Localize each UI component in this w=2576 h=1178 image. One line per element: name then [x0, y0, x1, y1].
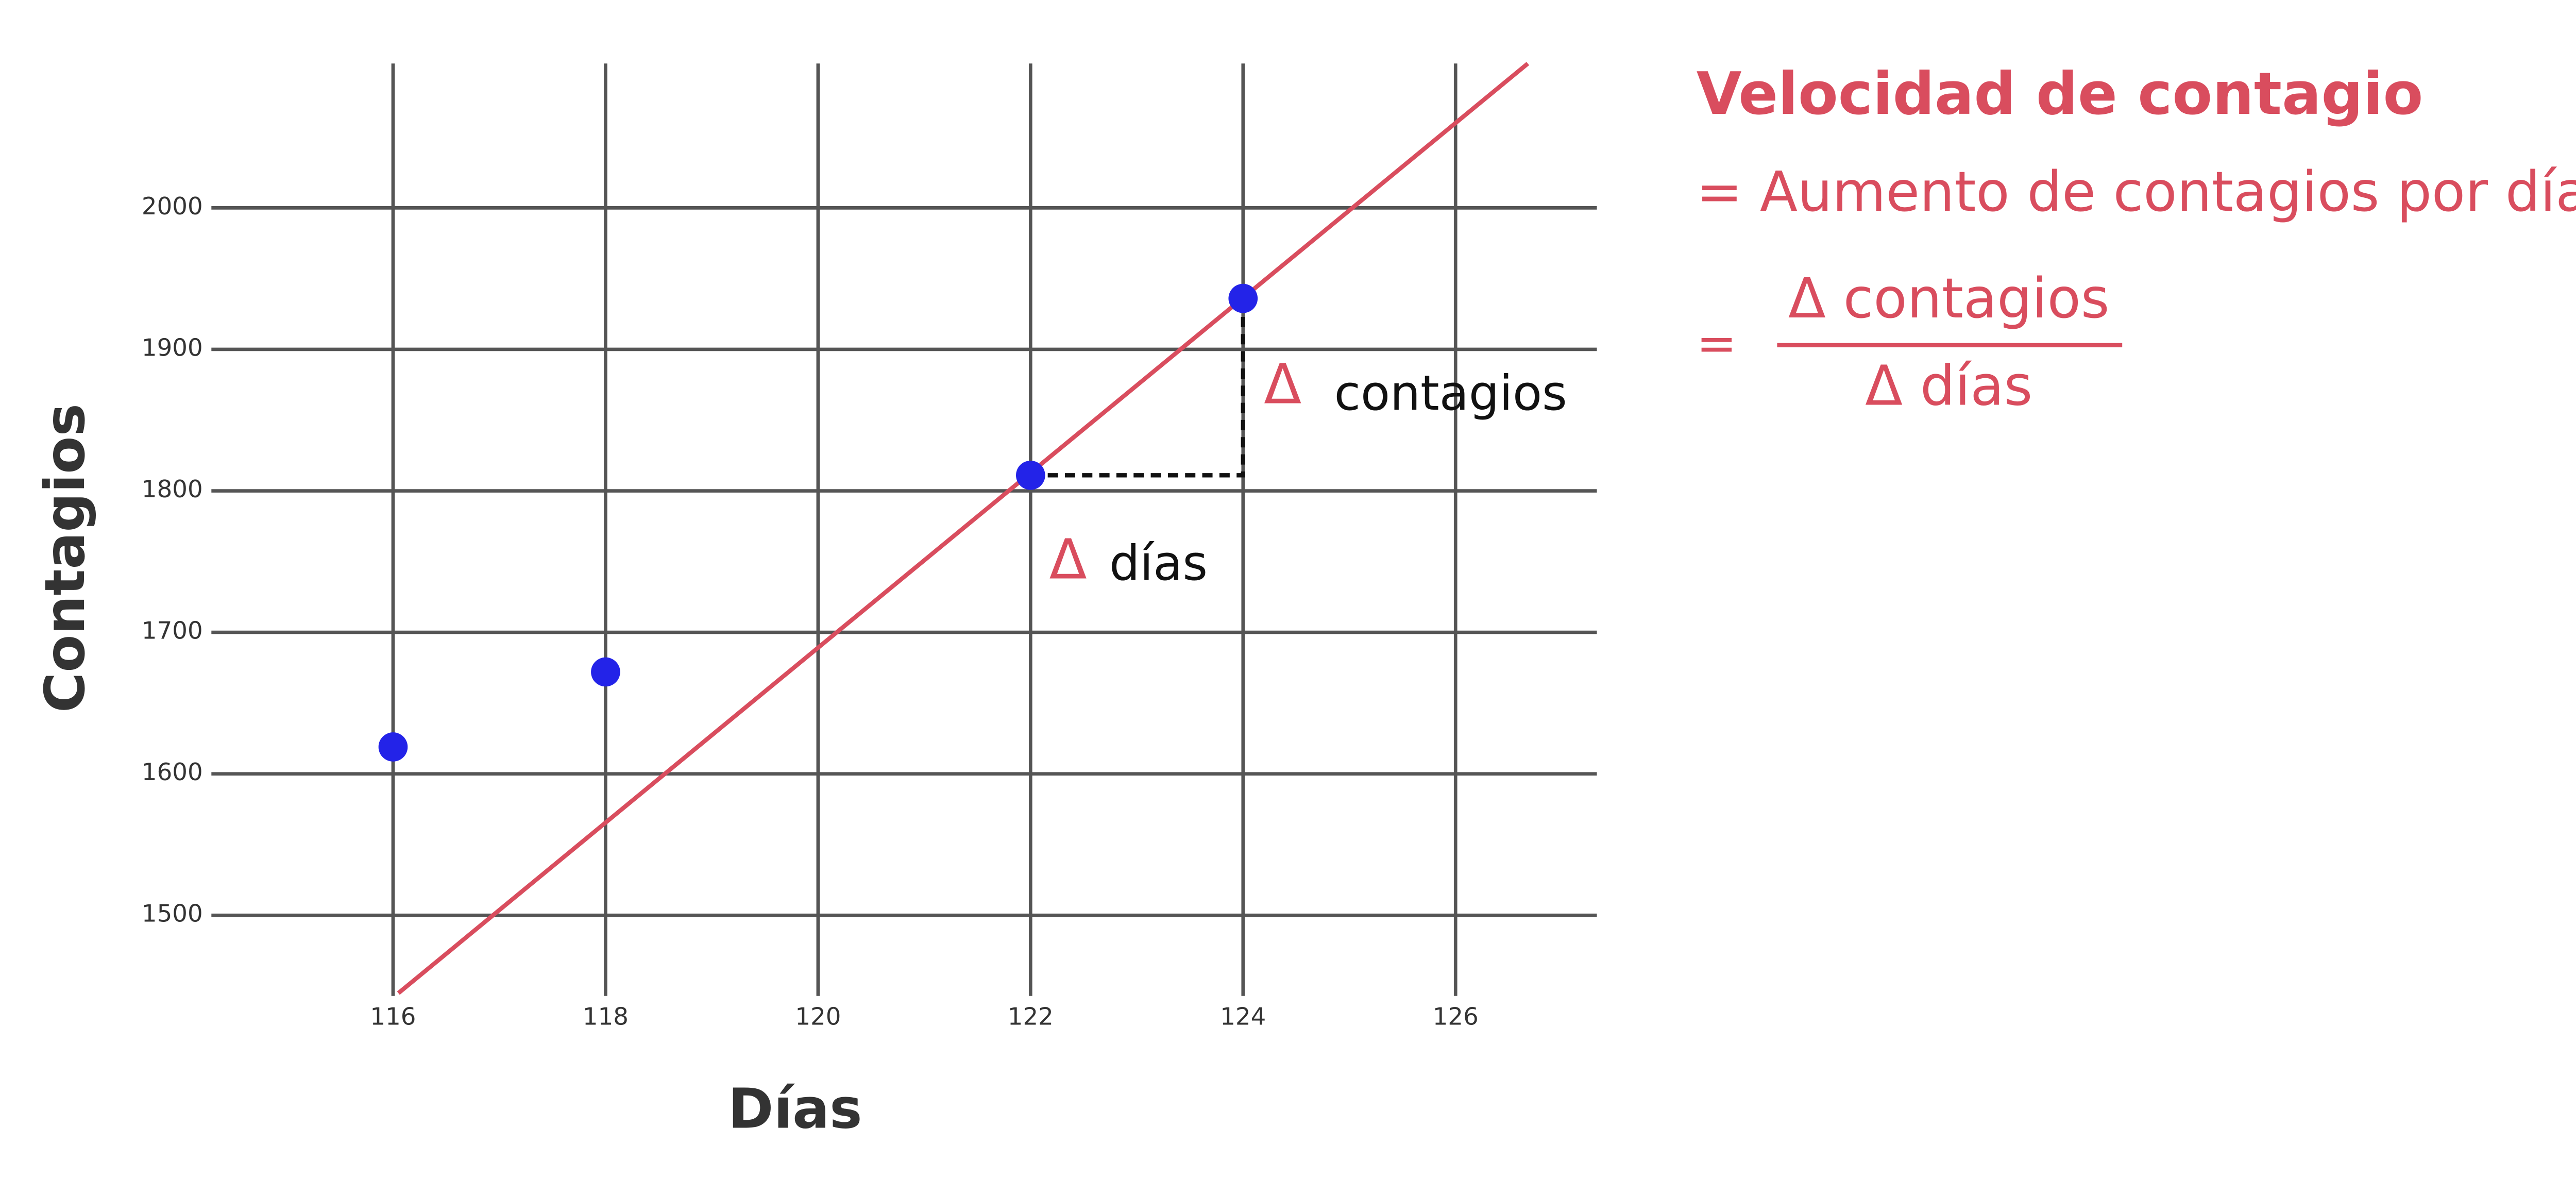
annotation: días: [1109, 535, 1208, 592]
trend-line: [397, 62, 1530, 995]
x-tick-label: 120: [795, 1003, 841, 1031]
y-tick-label: 1900: [142, 334, 203, 362]
x-tick-label: 116: [370, 1003, 416, 1031]
data-point: [591, 657, 620, 687]
x-tick-label: 124: [1220, 1003, 1266, 1031]
data-point: [1228, 283, 1258, 313]
y-tick-label: 2000: [142, 193, 203, 221]
formula-definition: = Aumento de contagios por día: [1697, 160, 2576, 224]
formula-denominator: Δ días: [1865, 355, 2032, 418]
x-tick-label: 118: [583, 1003, 629, 1031]
data-point: [1015, 460, 1045, 490]
annotation: contagios: [1334, 365, 1567, 422]
data-point: [378, 732, 408, 762]
delta-guide: [1030, 298, 1245, 478]
formula-numerator: Δ contagios: [1788, 267, 2110, 331]
y-axis-label: Contagios: [33, 403, 97, 713]
x-tick-label: 122: [1008, 1003, 1054, 1031]
y-tick-label: 1700: [142, 617, 203, 645]
delta-symbol: Δ: [1264, 352, 1301, 416]
x-axis-label: Días: [728, 1078, 862, 1141]
x-tick-label: 126: [1433, 1003, 1479, 1031]
y-tick-label: 1800: [142, 476, 203, 503]
y-tick-label: 1600: [142, 759, 203, 786]
formula-title: Velocidad de contagio: [1697, 60, 2424, 128]
formula-equals: =: [1697, 316, 1737, 372]
delta-symbol: Δ: [1049, 528, 1087, 592]
y-tick-label: 1500: [142, 900, 203, 928]
